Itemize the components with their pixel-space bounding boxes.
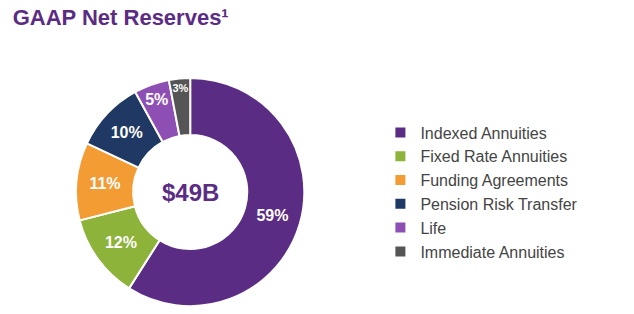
svg-text:59%: 59%: [256, 207, 288, 224]
svg-text:Pension Risk Transfer: Pension Risk Transfer: [420, 196, 577, 213]
svg-text:12%: 12%: [105, 234, 137, 251]
svg-text:GAAP Net Reserves¹: GAAP Net Reserves¹: [13, 5, 229, 30]
svg-text:Fixed Rate Annuities: Fixed Rate Annuities: [420, 148, 567, 165]
svg-text:Indexed Annuities: Indexed Annuities: [420, 125, 546, 142]
svg-text:10%: 10%: [111, 124, 143, 141]
svg-text:Life: Life: [420, 220, 446, 237]
svg-text:3%: 3%: [172, 82, 188, 94]
svg-text:$49B: $49B: [162, 179, 219, 206]
svg-text:11%: 11%: [89, 175, 120, 192]
svg-text:Immediate Annuities: Immediate Annuities: [420, 244, 564, 261]
svg-text:5%: 5%: [145, 91, 168, 108]
svg-text:Funding Agreements: Funding Agreements: [420, 172, 568, 189]
